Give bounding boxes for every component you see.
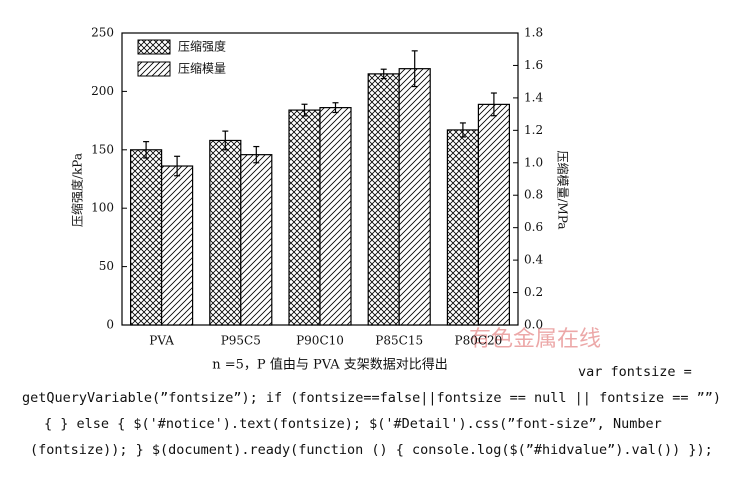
y2-tick-label: 1.0 [524,155,543,169]
y2-axis-label: 压缩模量/MPa [556,150,571,229]
chart: 压缩强度/kPa 压缩模量/MPa 有色金属在线 n =5，P 值由与 PVA … [70,26,602,373]
y-tick-label: 150 [91,142,114,156]
bar [319,107,352,326]
watermark: 有色金属在线 [469,327,601,352]
bar [130,149,163,326]
y2-tick-label: 1.6 [524,58,543,72]
caption: n =5，P 值由与 PVA 支架数据对比得出 [212,357,447,373]
y2-tick-label: 1.8 [524,26,543,40]
x-tick-label: P80C20 [455,334,503,348]
y2-tick-label: 1.2 [524,123,543,137]
legend-swatch [137,39,171,55]
legend-label: 压缩模量 [178,61,226,76]
bar [240,154,273,326]
y2-tick-label: 0.6 [524,220,543,234]
y-tick-label: 50 [99,259,114,273]
x-tick-label: P90C10 [296,334,344,348]
y2-tick-label: 0.8 [524,188,543,202]
bar [477,103,510,326]
bar [398,68,431,326]
bar [209,139,242,326]
legend-label: 压缩强度 [178,39,226,54]
bar [446,129,479,326]
y-tick-label: 200 [91,84,114,98]
bar [288,109,321,326]
bar [367,73,400,326]
x-tick-label: P95C5 [221,334,261,348]
y-axis-label: 压缩强度/kPa [70,153,85,227]
y-tick-label: 250 [91,26,114,40]
code-line: (fontsize)); } $(document).ready(functio… [30,442,713,458]
x-tick-label: P85C15 [375,334,423,348]
y-tick-label: 100 [91,201,114,215]
y2-tick-label: 0.2 [524,285,543,299]
code-line: { } else { $('#notice').text(fontsize); … [44,416,662,432]
y-tick-label: 0 [106,318,114,332]
legend-swatch [137,61,171,77]
code-line: getQueryVariable(”fontsize”); if (fontsi… [22,390,721,406]
y2-tick-label: 0.0 [524,318,543,332]
x-tick-label: PVA [149,334,174,348]
code-line: var fontsize = [578,364,692,380]
y2-tick-label: 0.4 [524,253,543,267]
bar [161,165,194,326]
y2-tick-label: 1.4 [524,90,543,104]
